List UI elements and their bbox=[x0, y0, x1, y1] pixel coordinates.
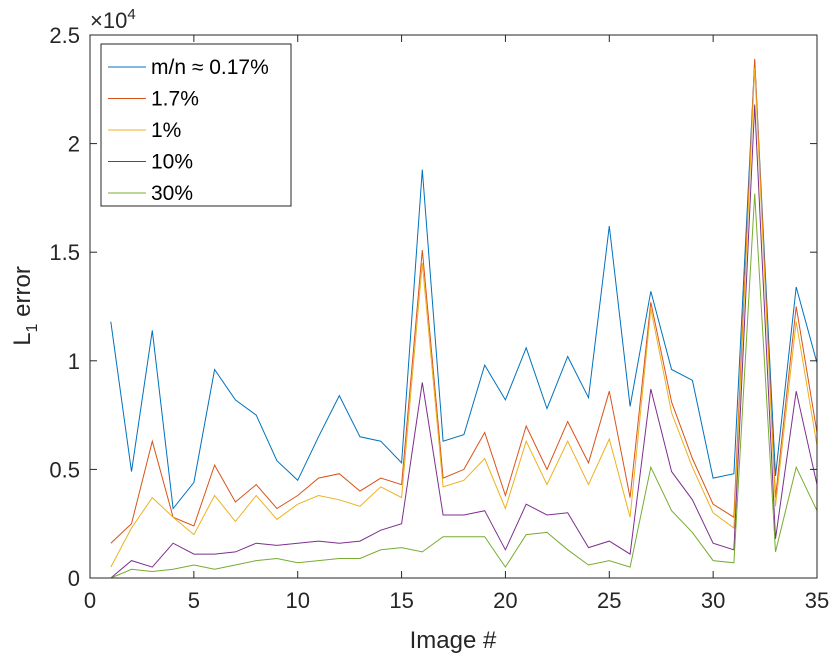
y-tick-label: 1.5 bbox=[49, 240, 80, 265]
y-tick-label: 1 bbox=[68, 349, 80, 374]
legend-items: m/n ≈ 0.17% 1.7% 1% 10% 30% bbox=[108, 56, 269, 205]
legend-label-5: 30% bbox=[151, 182, 193, 205]
series-line-3 bbox=[110, 67, 818, 568]
legend-label-2: 1.7% bbox=[151, 88, 199, 111]
legend-label-3: 1% bbox=[151, 119, 181, 142]
series-line-4 bbox=[110, 104, 818, 579]
legend-box bbox=[100, 43, 292, 207]
x-tick-label: 20 bbox=[493, 588, 517, 613]
series-line-5 bbox=[110, 193, 818, 579]
y-axis-label-sub: 1 bbox=[24, 323, 41, 332]
x-tick-label: 25 bbox=[597, 588, 621, 613]
legend-label-1: m/n ≈ 0.17% bbox=[151, 56, 269, 79]
x-tick-label: 35 bbox=[805, 588, 829, 613]
series-layer bbox=[110, 58, 818, 579]
x-tick-label: 30 bbox=[701, 588, 725, 613]
series-line-2 bbox=[110, 58, 818, 544]
x-tick-label: 5 bbox=[188, 588, 200, 613]
x-tick-label: 15 bbox=[389, 588, 413, 613]
y-tick-label: 2 bbox=[68, 132, 80, 157]
y-ticks: 0 0.5 1 1.5 2 2.5 bbox=[49, 23, 817, 591]
y-tick-label: 0.5 bbox=[49, 457, 80, 482]
y-tick-label: 0 bbox=[68, 566, 80, 591]
x-tick-label: 0 bbox=[84, 588, 96, 613]
y-multiplier: ×104 bbox=[90, 6, 136, 33]
x-axis-label: Image # bbox=[410, 627, 497, 654]
y-multiplier-exp: 4 bbox=[127, 6, 135, 23]
legend: m/n ≈ 0.17% 1.7% 1% 10% 30% bbox=[100, 43, 292, 207]
y-axis-label-main: L bbox=[9, 332, 36, 345]
y-axis-label: L1 error bbox=[9, 266, 41, 346]
series-line-1 bbox=[110, 61, 818, 510]
x-tick-label: 10 bbox=[285, 588, 309, 613]
x-ticks: 0 5 10 15 20 25 30 35 bbox=[84, 35, 829, 613]
plot-frame bbox=[89, 34, 818, 579]
y-axis-label-rest: error bbox=[9, 266, 36, 323]
axes-layer bbox=[89, 34, 818, 579]
legend-label-4: 10% bbox=[151, 151, 193, 174]
y-tick-label: 2.5 bbox=[49, 23, 80, 48]
y-multiplier-base: ×10 bbox=[90, 8, 127, 33]
